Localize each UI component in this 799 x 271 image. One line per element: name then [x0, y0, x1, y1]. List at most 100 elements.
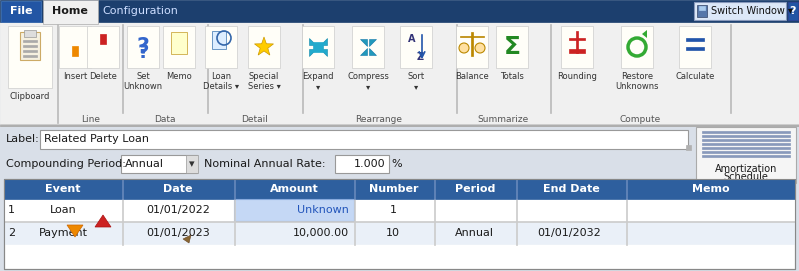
Bar [569, 49, 585, 53]
Text: 1: 1 [389, 205, 396, 215]
Bar [171, 32, 187, 54]
Text: Data: Data [153, 115, 175, 124]
Text: ?: ? [137, 37, 149, 57]
Bar [626, 179, 627, 199]
Circle shape [459, 43, 469, 53]
Bar [313, 42, 323, 52]
Text: Amortization: Amortization [715, 164, 777, 174]
Bar [100, 34, 106, 44]
Bar [302, 26, 334, 68]
Bar [0, 125, 799, 271]
Bar [4, 179, 795, 199]
Text: Detail: Detail [241, 115, 268, 124]
Bar [0, 125, 799, 126]
Polygon shape [183, 235, 191, 243]
Text: Special
Series ▾: Special Series ▾ [248, 72, 280, 91]
Text: Number: Number [369, 184, 419, 194]
Bar [352, 26, 384, 68]
Text: Annual: Annual [455, 228, 494, 238]
Bar [122, 199, 123, 245]
Bar [694, 2, 786, 20]
Bar [24, 30, 36, 37]
Bar [569, 38, 585, 40]
Bar [679, 26, 711, 68]
Bar [400, 26, 432, 68]
Bar [248, 26, 280, 68]
Bar [516, 199, 517, 245]
Polygon shape [642, 30, 647, 38]
Bar [561, 26, 593, 68]
Bar [234, 199, 354, 221]
Polygon shape [95, 215, 111, 227]
Bar [0, 22, 799, 125]
Text: 1.000: 1.000 [353, 159, 385, 169]
Bar [302, 24, 303, 113]
Bar [702, 131, 790, 133]
Text: 1: 1 [8, 205, 15, 215]
Text: Compounding Period:: Compounding Period: [6, 159, 126, 169]
Bar [207, 24, 208, 113]
Bar [702, 139, 790, 141]
Bar [496, 26, 528, 68]
Bar [434, 199, 435, 245]
Bar [72, 46, 78, 56]
Text: Totals: Totals [500, 72, 524, 81]
Bar [697, 5, 707, 17]
Bar [621, 26, 653, 68]
Bar [702, 143, 790, 145]
Text: Sort
▾: Sort ▾ [407, 72, 424, 91]
Text: Unknown: Unknown [297, 205, 349, 215]
Text: Calculate: Calculate [675, 72, 714, 81]
Bar [121, 155, 197, 173]
Bar [471, 32, 473, 56]
Bar [186, 155, 198, 173]
Bar [4, 179, 795, 269]
Bar [686, 47, 704, 50]
Bar [434, 179, 435, 199]
Bar [686, 38, 704, 41]
Text: Expand
▾: Expand ▾ [302, 72, 334, 91]
Bar [8, 26, 52, 88]
Text: Line: Line [81, 115, 101, 124]
Text: Loan
Details ▾: Loan Details ▾ [203, 72, 239, 91]
Bar [59, 26, 91, 68]
Text: Home: Home [52, 6, 88, 16]
Bar [122, 24, 123, 113]
Text: Configuration: Configuration [102, 6, 178, 16]
Text: ?: ? [789, 6, 797, 16]
Text: Switch Window ▾: Switch Window ▾ [711, 6, 793, 16]
Text: Loan: Loan [50, 205, 77, 215]
Text: Clipboard: Clipboard [10, 92, 50, 101]
Polygon shape [255, 37, 273, 55]
Text: 01/01/2032: 01/01/2032 [537, 228, 601, 238]
Circle shape [475, 43, 485, 53]
Text: End Date: End Date [543, 184, 599, 194]
Bar [212, 31, 226, 49]
Bar [0, 124, 799, 126]
Text: Summarize: Summarize [477, 115, 529, 124]
Bar [4, 221, 795, 222]
Bar [20, 32, 40, 60]
Text: 01/01/2022: 01/01/2022 [146, 205, 210, 215]
Text: Delete: Delete [89, 72, 117, 81]
Text: Restore
Unknowns: Restore Unknowns [615, 72, 658, 91]
Bar [686, 145, 691, 150]
Text: Date: Date [163, 184, 193, 194]
Text: 10: 10 [386, 228, 400, 238]
Bar [4, 199, 795, 221]
Text: Nominal Annual Rate:: Nominal Annual Rate: [204, 159, 325, 169]
Text: Z: Z [416, 52, 423, 62]
Text: Rearrange: Rearrange [356, 115, 403, 124]
Bar [4, 179, 795, 269]
Text: 01/01/2023: 01/01/2023 [146, 228, 210, 238]
Polygon shape [369, 48, 376, 55]
Text: 10,000.00: 10,000.00 [293, 228, 349, 238]
Text: ?: ? [137, 43, 149, 62]
Bar [354, 199, 355, 245]
Polygon shape [309, 38, 316, 45]
Text: Label:: Label: [6, 134, 40, 144]
Bar [460, 36, 484, 37]
Bar [23, 45, 37, 47]
Bar [788, 2, 798, 20]
Text: Insert: Insert [63, 72, 87, 81]
